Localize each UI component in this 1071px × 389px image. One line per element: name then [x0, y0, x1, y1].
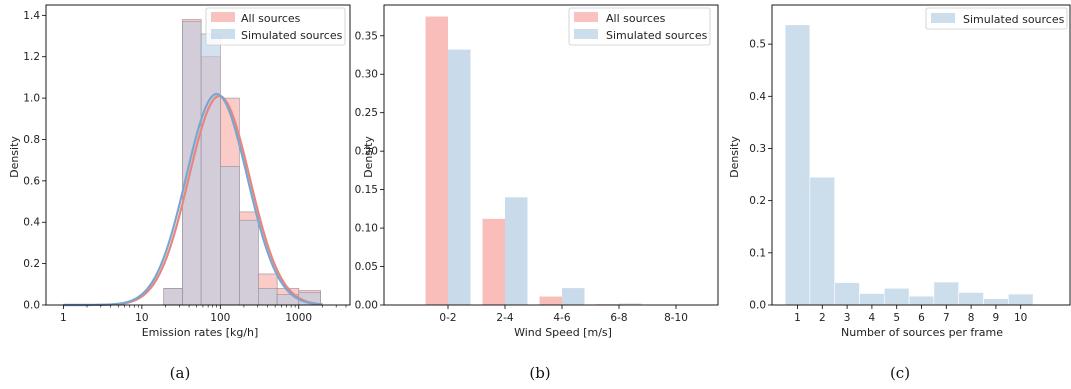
panel-b-ylabel: Density — [362, 136, 375, 178]
panel-c-xtick-label: 1 — [794, 312, 801, 324]
panel-a-xtick-label: 100 — [210, 312, 230, 324]
panel-b-ytick-label: 0.35 — [355, 30, 378, 42]
panel-c-xtick-label: 9 — [993, 312, 1000, 324]
panel-b-xtick-label: 6-8 — [610, 312, 627, 324]
legend-frame — [925, 7, 1068, 30]
bar-simulated — [257, 288, 278, 306]
bar-simulated — [859, 293, 885, 306]
panel-a-axes-frame — [45, 4, 351, 306]
panel-b-axes-frame — [383, 4, 719, 306]
legend-swatch-simulated — [574, 29, 598, 39]
legend-swatch-simulated — [211, 29, 235, 39]
legend-swatch-all-sources — [574, 12, 598, 22]
legend-label-simulated: Simulated sources — [963, 13, 1065, 26]
panel-a-ytick-label: 0.0 — [23, 300, 40, 312]
panel-b-legend: All sources Simulated sources — [568, 7, 711, 46]
panel-b-ytick-label: 0.10 — [355, 223, 378, 235]
bar-simulated — [1007, 293, 1034, 306]
panel-b-wind-speed: Density Wind Speed [m/s] (b) 0.00 0.05 0.1… — [355, 4, 719, 382]
panel-b-ytick-label: 0.20 — [355, 146, 378, 158]
bar-simulated — [163, 288, 183, 306]
panel-b-xtick-label: 8-10 — [664, 312, 688, 324]
panel-c-ytick-label: 0.5 — [749, 39, 766, 51]
panel-a-ylabel: Density — [8, 136, 21, 178]
panel-a-caption: (a) — [170, 364, 191, 382]
legend-label-all-sources: All sources — [606, 12, 666, 25]
bar-simulated — [933, 281, 960, 306]
panel-a-xtick-label: 10 — [135, 312, 148, 324]
panel-c-ytick-label: 0.0 — [749, 300, 766, 312]
bar-simulated — [809, 176, 836, 306]
panel-c-ylabel: Density — [728, 136, 741, 178]
bar-all-sources — [425, 16, 448, 306]
panel-a-legend: All sources Simulated sources — [205, 7, 346, 46]
panel-c-axes-frame — [771, 4, 1071, 306]
bar-simulated — [784, 24, 811, 306]
legend-frame — [568, 7, 711, 46]
panel-b-ytick-label: 0.25 — [355, 107, 378, 119]
bar-simulated — [562, 288, 585, 305]
legend-label-all-sources: All sources — [241, 12, 301, 25]
panel-c-xtick-label: 7 — [943, 312, 950, 324]
bar-simulated — [505, 197, 528, 305]
panel-a-ytick-label: 0.4 — [23, 217, 40, 229]
panel-c-xtick-label: 10 — [1014, 312, 1027, 324]
panel-c-ytick-label: 0.1 — [749, 247, 766, 259]
panel-a-xlabel: Emission rates [kg/h] — [142, 326, 259, 339]
panel-c-ytick-label: 0.2 — [749, 195, 766, 207]
bar-simulated — [619, 303, 642, 305]
panel-a-ytick-label: 0.6 — [23, 175, 40, 187]
panel-a-ytick-label: 1.0 — [23, 93, 40, 105]
bar-simulated — [220, 166, 240, 306]
panel-b-xtick-label: 0-2 — [439, 312, 456, 324]
bar-simulated — [883, 288, 910, 306]
bar-simulated — [958, 292, 984, 306]
panel-b-caption: (b) — [529, 364, 550, 382]
panel-a-xtick-label: 1000 — [285, 312, 312, 324]
panel-a-ytick-label: 0.8 — [23, 134, 40, 146]
bar-simulated — [200, 33, 221, 306]
panel-b-xtick-label: 2-4 — [496, 312, 513, 324]
panel-c-xtick-label: 4 — [869, 312, 876, 324]
panel-c-xtick-label: 5 — [893, 312, 900, 324]
bar-all-sources — [539, 296, 562, 305]
bar-all-sources — [482, 218, 505, 305]
panel-c-caption: (c) — [890, 364, 910, 382]
legend-swatch-all-sources — [211, 12, 235, 22]
panel-c-legend: Simulated sources — [925, 7, 1068, 30]
bar-simulated — [908, 295, 935, 306]
panel-a-ytick-label: 0.2 — [23, 258, 40, 270]
bar-simulated — [983, 298, 1009, 306]
legend-label-simulated: Simulated sources — [606, 29, 708, 42]
panel-b-xtick-label: 4-6 — [553, 312, 570, 324]
legend-swatch-simulated — [931, 13, 955, 23]
bar-simulated — [448, 49, 471, 305]
panel-c-xtick-label: 8 — [968, 312, 975, 324]
panel-a-emission-rates: Density Emission rates [kg/h] (a) 0.0 0.2… — [8, 4, 351, 382]
legend-frame — [205, 7, 346, 46]
bar-simulated — [834, 282, 860, 306]
panel-b-xlabel: Wind Speed [m/s] — [514, 326, 612, 339]
bar-simulated — [239, 219, 259, 306]
panel-a-ytick-label: 1.4 — [23, 10, 40, 22]
panel-c-xlabel: Number of sources per frame — [841, 326, 1003, 339]
panel-c-xtick-label: 3 — [844, 312, 851, 324]
panel-b-ytick-label: 0.05 — [355, 261, 378, 273]
panel-c-ytick-label: 0.4 — [749, 91, 766, 103]
panel-a-ytick-label: 1.2 — [23, 51, 40, 63]
panel-c-xtick-label: 6 — [918, 312, 925, 324]
panel-b-ytick-label: 0.30 — [355, 69, 378, 81]
panel-b-ytick-label: 0.15 — [355, 184, 378, 196]
panel-c-xtick-label: 2 — [819, 312, 826, 324]
panel-c-sources-per-frame: Density Number of sources per frame (c) … — [728, 4, 1071, 382]
panel-c-ytick-label: 0.3 — [749, 143, 766, 155]
panel-b-ytick-label: 0.00 — [355, 300, 378, 312]
legend-label-simulated: Simulated sources — [241, 29, 343, 42]
panel-a-xtick-label: 1 — [60, 312, 67, 324]
